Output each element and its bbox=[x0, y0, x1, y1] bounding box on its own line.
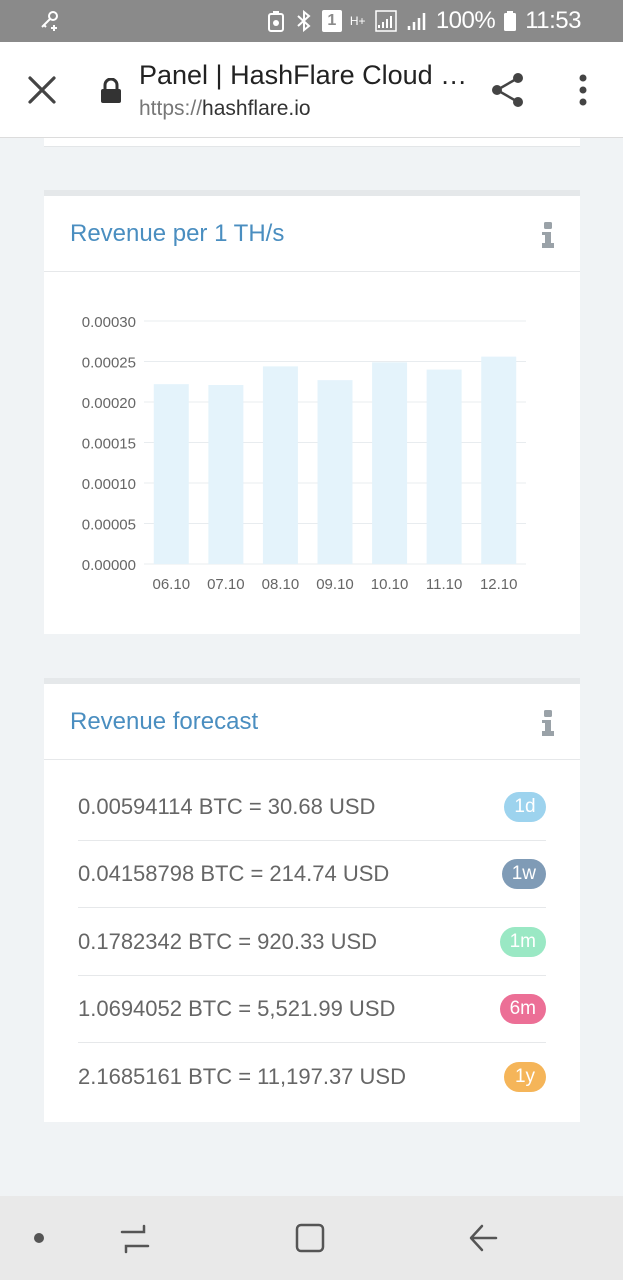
chart-bar[interactable] bbox=[317, 380, 353, 564]
y-tick-label: 0.00010 bbox=[82, 476, 136, 493]
signal-bars-icon bbox=[407, 13, 426, 30]
period-badge: 1y bbox=[504, 1062, 546, 1092]
chart-bar[interactable] bbox=[208, 384, 244, 564]
url-protocol: https:// bbox=[139, 97, 203, 120]
x-tick-label: 09.10 bbox=[316, 576, 354, 593]
info-icon[interactable] bbox=[542, 710, 554, 736]
home-icon[interactable] bbox=[292, 1220, 328, 1256]
back-icon[interactable] bbox=[466, 1220, 502, 1256]
previous-card-bottom bbox=[44, 138, 580, 147]
chart-bar[interactable] bbox=[153, 384, 189, 564]
key-icon bbox=[41, 11, 58, 31]
x-tick-label: 11.10 bbox=[426, 576, 462, 593]
card-header: Revenue per 1 TH/s bbox=[44, 196, 580, 272]
navigation-bar bbox=[0, 1196, 623, 1280]
y-tick-label: 0.00005 bbox=[82, 517, 136, 534]
recycle-battery-icon bbox=[267, 11, 284, 32]
battery-icon bbox=[504, 11, 517, 31]
more-options-icon[interactable] bbox=[566, 70, 600, 110]
revenue-forecast-card: Revenue forecast 0.00594114 BTC = 30.68 … bbox=[44, 678, 580, 1122]
x-tick-label: 08.10 bbox=[262, 576, 300, 593]
network-type-label: H+ bbox=[349, 14, 366, 28]
x-tick-label: 07.10 bbox=[207, 576, 245, 593]
forecast-row: 2.1685161 BTC = 11,197.37 USD 1y bbox=[78, 1044, 546, 1111]
clock: 11:53 bbox=[525, 7, 581, 34]
chart-bar[interactable] bbox=[426, 369, 462, 564]
card-header: Revenue forecast bbox=[44, 684, 580, 760]
forecast-value: 0.04158798 BTC = 214.74 USD bbox=[78, 861, 390, 886]
nav-dot-icon[interactable] bbox=[34, 1233, 44, 1243]
y-tick-label: 0.00000 bbox=[82, 557, 136, 574]
period-badge: 1m bbox=[499, 927, 546, 957]
share-icon[interactable] bbox=[488, 70, 528, 110]
revenue-card-title: Revenue per 1 TH/s bbox=[70, 220, 285, 247]
forecast-value: 0.00594114 BTC = 30.68 USD bbox=[78, 794, 376, 819]
y-tick-label: 0.00030 bbox=[82, 314, 136, 331]
forecast-value: 2.1685161 BTC = 11,197.37 USD bbox=[78, 1064, 406, 1089]
browser-toolbar: Panel | HashFlare Cloud Mining https://h… bbox=[0, 42, 623, 138]
close-icon[interactable] bbox=[22, 70, 62, 110]
forecast-row: 0.00594114 BTC = 30.68 USD 1d bbox=[78, 774, 546, 841]
period-badge: 1d bbox=[504, 792, 546, 822]
y-tick-label: 0.00015 bbox=[82, 436, 136, 453]
battery-percent: 100% bbox=[435, 7, 496, 34]
forecast-value: 0.1782342 BTC = 920.33 USD bbox=[78, 929, 378, 954]
chart-bar[interactable] bbox=[481, 356, 517, 564]
url-bar[interactable]: https://hashflare.io bbox=[139, 97, 311, 121]
bluetooth-icon bbox=[297, 10, 311, 32]
lock-icon[interactable] bbox=[100, 78, 122, 104]
x-tick-label: 12.10 bbox=[480, 576, 518, 593]
info-icon[interactable] bbox=[542, 222, 554, 248]
sim-slot-icon: 1 bbox=[321, 10, 342, 32]
revenue-bar-chart: 0.00000 0.00005 0.00010 0.00015 0.00020 0.000… bbox=[82, 314, 526, 593]
period-badge: 1w bbox=[501, 859, 546, 889]
x-tick-label: 06.10 bbox=[153, 576, 191, 593]
page-title[interactable]: Panel | HashFlare Cloud Mining bbox=[139, 60, 469, 90]
period-badge: 6m bbox=[499, 994, 546, 1024]
y-tick-label: 0.00025 bbox=[82, 355, 136, 372]
signal-icon bbox=[375, 10, 397, 32]
y-tick-label: 0.00020 bbox=[82, 395, 136, 412]
forecast-row: 0.04158798 BTC = 214.74 USD 1w bbox=[78, 841, 546, 908]
recent-apps-icon[interactable] bbox=[118, 1222, 152, 1256]
forecast-row: 0.1782342 BTC = 920.33 USD 1m bbox=[78, 909, 546, 976]
url-host: hashflare.io bbox=[202, 97, 311, 120]
forecast-value: 1.0694052 BTC = 5,521.99 USD bbox=[78, 996, 396, 1021]
chart-bar[interactable] bbox=[372, 362, 408, 564]
revenue-chart-card: Revenue per 1 TH/s 0.00000 0.00005 0.00010… bbox=[44, 190, 580, 634]
x-tick-label: 10.10 bbox=[371, 576, 409, 593]
status-bar: 1 H+ 100% 11:53 bbox=[0, 0, 623, 42]
forecast-card-title: Revenue forecast bbox=[70, 708, 259, 735]
chart-bar[interactable] bbox=[262, 366, 298, 564]
forecast-row: 1.0694052 BTC = 5,521.99 USD 6m bbox=[78, 976, 546, 1043]
